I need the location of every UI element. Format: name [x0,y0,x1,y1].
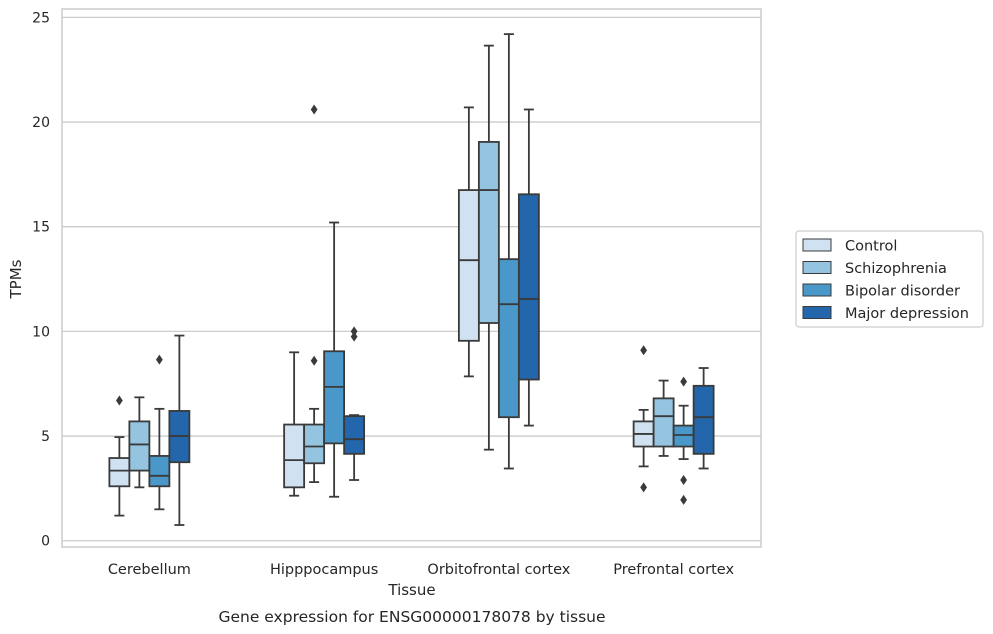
y-tick-label: 10 [32,324,50,340]
box-body [148,455,171,488]
box-body [343,415,366,455]
box-body [303,423,326,465]
x-axis-label: Tissue [387,581,435,599]
outlier-point [680,475,688,486]
box-major-depression [692,367,715,470]
box-body [672,424,695,448]
box-major-depression [517,108,540,427]
box-body [457,189,480,342]
box-body [517,193,540,381]
box-body [497,258,520,419]
box-control [457,106,480,378]
outlier-point [350,326,358,337]
x-tick-label: Prefrontal cortex [613,562,734,578]
box-body [652,397,675,448]
x-tick-label: Orbitofrontal cortex [427,562,570,578]
y-tick-label: 5 [41,429,50,445]
legend: Control Schizophrenia Bipolar disorder Majo… [795,230,984,328]
x-tick-label: Hipppocampus [270,562,378,578]
y-tick-label: 20 [32,115,50,131]
x-tick-labels: Cerebellum Hipppocampus Orbitofrontal cort… [108,562,735,578]
outlier-point [640,345,648,356]
legend-swatch [802,283,832,297]
outlier-point [155,354,163,365]
legend-label: Major depression [845,306,969,322]
legend-frame [795,230,984,328]
outlier-point [680,376,688,387]
box-groups [108,33,715,526]
legend-swatch [802,261,832,274]
box-body [477,141,500,324]
box-major-depression [168,334,191,526]
y-tick-labels: 0 5 10 15 20 25 [32,10,50,549]
x-tick-label: Cerebellum [108,562,191,578]
y-tick-label: 15 [32,220,50,236]
box-bipolar-disorder [672,376,695,505]
box-body [692,384,715,455]
box-schizophrenia [477,44,500,451]
box-body [283,423,306,489]
box-control [108,395,131,517]
y-axis-label: TPMs [7,259,25,299]
outlier-point [115,395,123,406]
box-bipolar-disorder [323,221,346,498]
plot-frame [61,8,762,548]
box-bipolar-disorder [148,354,171,511]
box-control [632,345,655,493]
box-body [128,420,151,472]
box-bipolar-disorder [497,33,520,470]
outlier-point [310,104,318,115]
chart-caption: Gene expression for ENSG00000178078 by t… [218,608,605,626]
y-tick-label: 0 [41,534,50,550]
box-body [323,350,346,445]
outlier-point [640,482,648,493]
box-schizophrenia [303,104,326,484]
outlier-point [680,494,688,505]
box-schizophrenia [128,396,151,489]
legend-label: Control [845,239,897,255]
outlier-point [350,331,358,342]
y-tick-label: 25 [32,10,50,26]
legend-swatch [802,306,832,319]
box-body [108,457,131,488]
outlier-point [310,355,318,366]
box-schizophrenia [652,379,675,457]
legend-swatch [802,238,832,252]
box-major-depression [343,326,366,481]
box-control [283,351,306,497]
legend-label: Schizophrenia [845,261,947,277]
legend-label: Bipolar disorder [845,284,960,300]
